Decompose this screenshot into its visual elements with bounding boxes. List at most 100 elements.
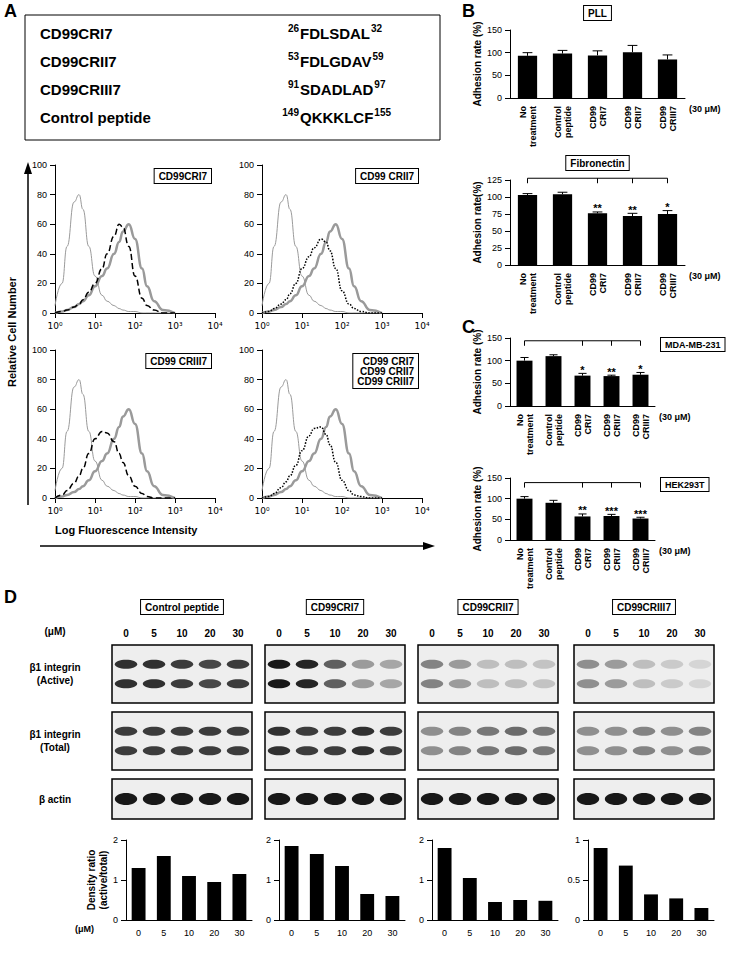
svg-text:Relative Cell Number: Relative Cell Number — [6, 276, 18, 387]
svg-text:10⁴: 10⁴ — [207, 506, 222, 516]
svg-text:0: 0 — [136, 928, 141, 938]
svg-text:100: 100 — [32, 345, 47, 355]
svg-text:(μM): (μM) — [44, 626, 65, 637]
svg-text:Control peptide: Control peptide — [145, 602, 219, 613]
svg-text:30: 30 — [696, 928, 706, 938]
svg-text:Adhesion rate (%): Adhesion rate (%) — [472, 329, 483, 414]
svg-text:(30 μM): (30 μM) — [689, 104, 721, 114]
svg-text:2: 2 — [419, 835, 424, 845]
svg-text:CRIII7: CRIII7 — [641, 414, 651, 440]
svg-text:CD99: CD99 — [623, 273, 633, 296]
svg-text:0: 0 — [585, 628, 591, 639]
svg-text:59: 59 — [372, 51, 384, 62]
svg-text:60: 60 — [37, 404, 47, 414]
svg-text:10⁴: 10⁴ — [414, 506, 429, 516]
svg-text:CD99: CD99 — [573, 548, 583, 571]
svg-text:Adhesion rate (%): Adhesion rate (%) — [472, 466, 483, 551]
svg-text:20: 20 — [515, 928, 525, 938]
svg-text:100: 100 — [487, 48, 502, 58]
svg-text:20: 20 — [362, 928, 372, 938]
svg-text:No: No — [518, 106, 528, 118]
svg-text:CRII7: CRII7 — [633, 273, 643, 296]
svg-text:0.5: 0.5 — [567, 875, 580, 885]
svg-text:CD99CRIII7: CD99CRIII7 — [617, 602, 671, 613]
svg-text:Control peptide: Control peptide — [40, 109, 151, 126]
svg-text:CD99CRI7: CD99CRI7 — [159, 171, 208, 182]
svg-text:β1 integrin: β1 integrin — [29, 662, 80, 673]
svg-text:30: 30 — [694, 628, 706, 639]
svg-text:SDADLAD: SDADLAD — [300, 81, 373, 98]
svg-text:40: 40 — [244, 249, 254, 259]
svg-text:20: 20 — [37, 278, 47, 288]
svg-text:1: 1 — [419, 875, 424, 885]
svg-text:20: 20 — [204, 628, 216, 639]
svg-text:10¹: 10¹ — [87, 321, 102, 331]
svg-text:1: 1 — [113, 875, 118, 885]
svg-text:0: 0 — [266, 915, 271, 925]
svg-text:5: 5 — [151, 628, 157, 639]
svg-text:50: 50 — [492, 514, 502, 524]
svg-text:60: 60 — [37, 219, 47, 229]
svg-text:0: 0 — [429, 628, 435, 639]
svg-text:0: 0 — [497, 93, 502, 103]
svg-text:5: 5 — [457, 628, 463, 639]
svg-text:150: 150 — [487, 25, 502, 35]
svg-text:CD99 CRIII7: CD99 CRIII7 — [357, 376, 414, 387]
svg-text:40: 40 — [37, 249, 47, 259]
svg-text:30: 30 — [538, 628, 550, 639]
svg-text:100: 100 — [239, 160, 254, 170]
svg-text:(Total): (Total) — [40, 742, 70, 753]
svg-text:**: ** — [628, 204, 637, 216]
svg-text:60: 60 — [244, 404, 254, 414]
svg-text:100: 100 — [487, 192, 502, 202]
svg-text:CRII7: CRII7 — [633, 106, 643, 129]
svg-text:CRI7: CRI7 — [598, 106, 608, 127]
svg-text:peptide: peptide — [554, 548, 564, 580]
svg-text:No: No — [515, 414, 525, 426]
svg-text:150: 150 — [487, 333, 502, 343]
svg-text:30: 30 — [540, 928, 550, 938]
svg-text:peptide: peptide — [554, 414, 564, 446]
svg-text:CRII7: CRII7 — [612, 414, 622, 437]
svg-text:CD99: CD99 — [573, 414, 583, 437]
svg-text:***: *** — [634, 508, 648, 520]
svg-text:treatment: treatment — [525, 548, 535, 589]
svg-text:HEK293T: HEK293T — [665, 480, 705, 490]
svg-text:*: * — [638, 363, 643, 375]
svg-text:CD99: CD99 — [658, 106, 668, 129]
svg-text:80: 80 — [37, 190, 47, 200]
svg-text:10⁰: 10⁰ — [47, 321, 62, 331]
svg-text:30: 30 — [387, 928, 397, 938]
svg-text:CRIII7: CRIII7 — [641, 548, 651, 574]
svg-text:10: 10 — [176, 628, 188, 639]
svg-text:CD99: CD99 — [658, 273, 668, 296]
svg-text:10¹: 10¹ — [294, 321, 309, 331]
svg-text:CRI7: CRI7 — [598, 273, 608, 294]
svg-text:10: 10 — [482, 628, 494, 639]
svg-text:*: * — [580, 364, 585, 376]
svg-text:CD99: CD99 — [602, 414, 612, 437]
svg-text:CD99CRIII7: CD99CRIII7 — [40, 81, 121, 98]
svg-text:20: 20 — [666, 628, 678, 639]
svg-text:B: B — [462, 1, 475, 21]
svg-text:20: 20 — [209, 928, 219, 938]
svg-text:20: 20 — [244, 278, 254, 288]
svg-text:D: D — [4, 587, 17, 607]
svg-text:β1 integrin: β1 integrin — [29, 729, 80, 740]
svg-text:0: 0 — [42, 308, 47, 318]
svg-text:20: 20 — [510, 628, 522, 639]
svg-text:0: 0 — [497, 535, 502, 545]
svg-text:10²: 10² — [127, 321, 142, 331]
svg-text:CD99 CRIII7: CD99 CRIII7 — [150, 356, 207, 367]
svg-text:0: 0 — [113, 915, 118, 925]
svg-text:100: 100 — [487, 494, 502, 504]
svg-text:CD99 CRII7: CD99 CRII7 — [360, 171, 414, 182]
svg-text:10²: 10² — [334, 321, 349, 331]
svg-text:QKKKLCF: QKKKLCF — [300, 109, 373, 126]
svg-text:125: 125 — [487, 175, 502, 185]
svg-text:149: 149 — [282, 107, 299, 118]
svg-text:CD99: CD99 — [588, 106, 598, 129]
svg-text:A: A — [4, 1, 17, 21]
svg-text:10³: 10³ — [374, 506, 389, 516]
svg-text:CD99CRI7: CD99CRI7 — [311, 602, 360, 613]
